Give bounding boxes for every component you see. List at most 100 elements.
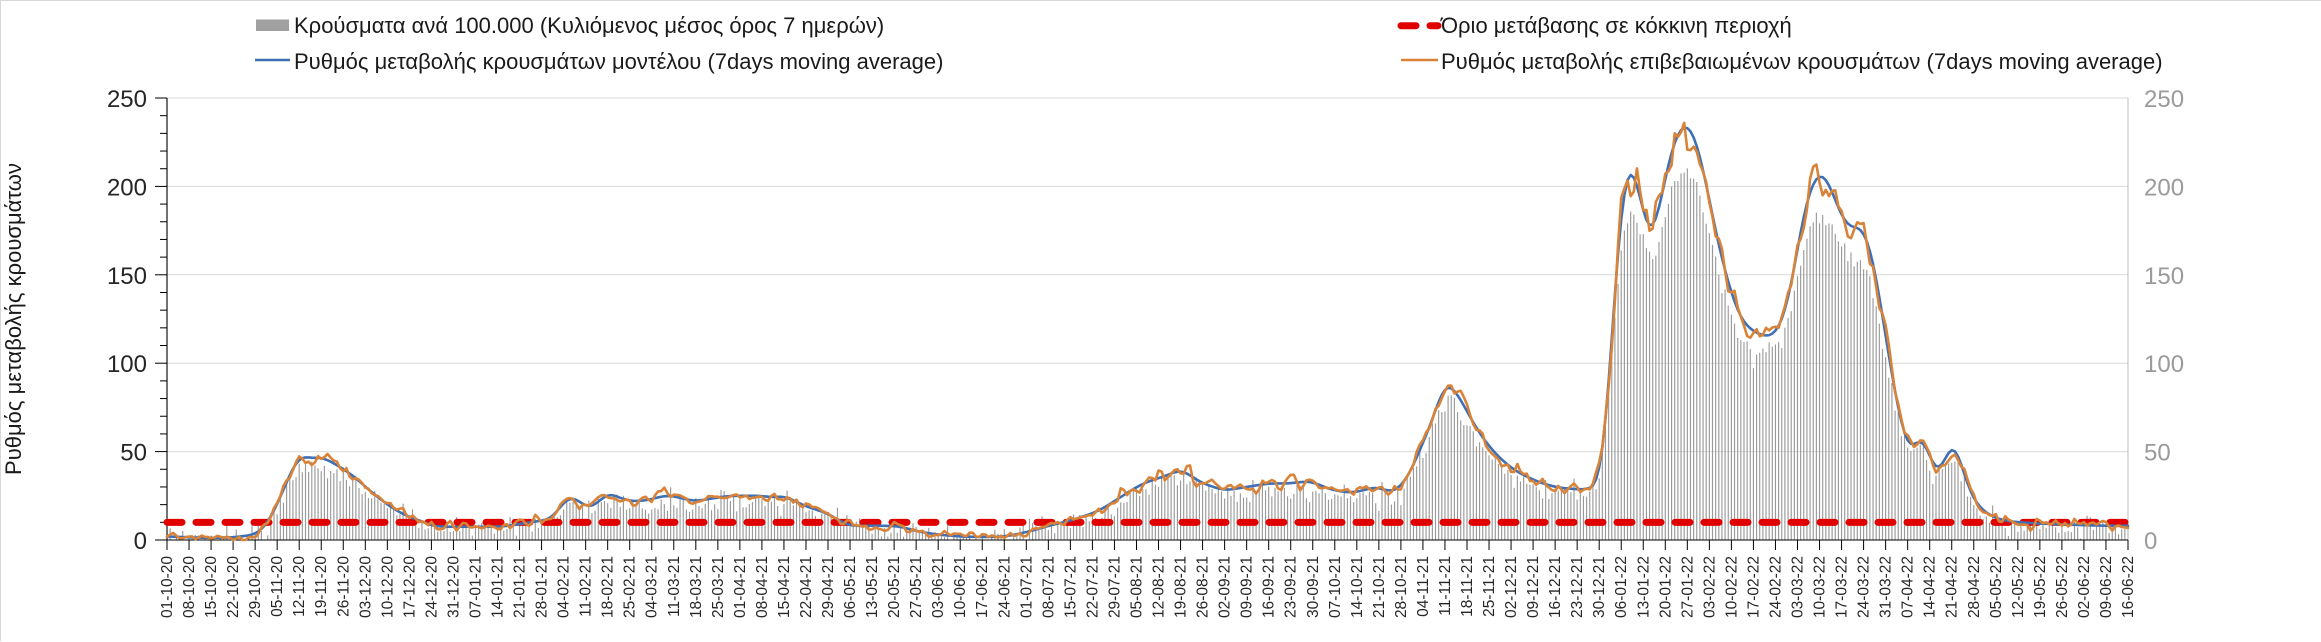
- svg-text:100: 100: [2144, 351, 2184, 378]
- svg-text:04-03-21: 04-03-21: [644, 556, 661, 618]
- svg-text:07-10-21: 07-10-21: [1327, 556, 1344, 618]
- svg-text:Ρυθμός μεταβολής επιβεβαιωμένω: Ρυθμός μεταβολής επιβεβαιωμένων κρουσμάτ…: [1441, 49, 2163, 74]
- svg-text:23-12-21: 23-12-21: [1569, 556, 1586, 618]
- svg-text:24-02-22: 24-02-22: [1767, 556, 1784, 618]
- svg-text:14-04-22: 14-04-22: [1922, 556, 1939, 618]
- svg-text:31-12-20: 31-12-20: [445, 556, 462, 618]
- svg-text:26-05-22: 26-05-22: [2054, 556, 2071, 618]
- svg-text:02-06-22: 02-06-22: [2076, 556, 2093, 618]
- svg-text:50: 50: [120, 440, 147, 467]
- svg-text:03-12-20: 03-12-20: [357, 556, 374, 618]
- svg-text:10-03-22: 10-03-22: [1812, 556, 1829, 618]
- svg-text:17-06-21: 17-06-21: [974, 556, 991, 618]
- svg-text:06-01-22: 06-01-22: [1613, 556, 1630, 618]
- svg-text:100: 100: [107, 351, 147, 378]
- svg-text:17-03-22: 17-03-22: [1834, 556, 1851, 618]
- svg-text:09-06-22: 09-06-22: [2098, 556, 2115, 618]
- svg-text:21-01-21: 21-01-21: [512, 556, 529, 618]
- svg-text:18-02-21: 18-02-21: [600, 556, 617, 618]
- svg-text:05-08-21: 05-08-21: [1128, 556, 1145, 618]
- svg-text:250: 250: [107, 86, 147, 113]
- svg-text:31-03-22: 31-03-22: [1878, 556, 1895, 618]
- svg-text:15-04-21: 15-04-21: [776, 556, 793, 618]
- svg-text:20-01-22: 20-01-22: [1657, 556, 1674, 618]
- svg-text:03-02-22: 03-02-22: [1701, 556, 1718, 618]
- svg-text:Κρούσματα ανά 100.000 (Κυλιόμε: Κρούσματα ανά 100.000 (Κυλιόμενος μέσος …: [294, 13, 884, 38]
- svg-text:01-10-20: 01-10-20: [159, 556, 176, 618]
- svg-text:29-04-21: 29-04-21: [820, 556, 837, 618]
- svg-text:22-07-21: 22-07-21: [1084, 556, 1101, 618]
- svg-text:24-06-21: 24-06-21: [996, 556, 1013, 618]
- svg-text:15-07-21: 15-07-21: [1062, 556, 1079, 618]
- svg-text:19-08-21: 19-08-21: [1173, 556, 1190, 618]
- svg-text:13-05-21: 13-05-21: [864, 556, 881, 618]
- svg-text:21-10-21: 21-10-21: [1371, 556, 1388, 618]
- svg-text:200: 200: [2144, 174, 2184, 201]
- svg-text:02-12-21: 02-12-21: [1503, 556, 1520, 618]
- svg-text:250: 250: [2144, 86, 2184, 113]
- svg-text:08-04-21: 08-04-21: [754, 556, 771, 618]
- svg-text:10-12-20: 10-12-20: [379, 556, 396, 618]
- svg-text:26-08-21: 26-08-21: [1195, 556, 1212, 618]
- svg-text:08-07-21: 08-07-21: [1040, 556, 1057, 618]
- svg-text:Όριο μετάβασης σε κόκκινη περι: Όριο μετάβασης σε κόκκινη περιοχή: [1440, 13, 1792, 38]
- svg-text:01-04-21: 01-04-21: [732, 556, 749, 618]
- svg-text:30-12-21: 30-12-21: [1591, 556, 1608, 618]
- svg-text:06-05-21: 06-05-21: [842, 556, 859, 618]
- svg-text:03-06-21: 03-06-21: [930, 556, 947, 618]
- svg-text:25-02-21: 25-02-21: [622, 556, 639, 618]
- svg-text:18-11-21: 18-11-21: [1459, 556, 1476, 617]
- svg-text:12-05-22: 12-05-22: [2010, 556, 2027, 618]
- svg-text:29-10-20: 29-10-20: [247, 556, 264, 618]
- svg-text:28-10-21: 28-10-21: [1393, 556, 1410, 618]
- svg-text:20-05-21: 20-05-21: [886, 556, 903, 618]
- svg-text:03-03-22: 03-03-22: [1789, 556, 1806, 618]
- svg-text:150: 150: [2144, 263, 2184, 290]
- svg-text:01-07-21: 01-07-21: [1018, 556, 1035, 618]
- svg-text:27-01-22: 27-01-22: [1679, 556, 1696, 618]
- svg-text:12-11-20: 12-11-20: [291, 556, 308, 617]
- svg-text:Ρυθμός μεταβολής κρουσμάτων: Ρυθμός μεταβολής κρουσμάτων: [1, 163, 26, 475]
- svg-text:24-12-20: 24-12-20: [423, 556, 440, 618]
- svg-text:02-09-21: 02-09-21: [1217, 556, 1234, 618]
- svg-text:30-09-21: 30-09-21: [1305, 556, 1322, 618]
- svg-text:22-10-20: 22-10-20: [225, 556, 242, 618]
- svg-text:14-10-21: 14-10-21: [1349, 556, 1366, 618]
- svg-text:09-09-21: 09-09-21: [1239, 556, 1256, 618]
- svg-text:04-11-21: 04-11-21: [1415, 556, 1432, 617]
- svg-text:08-10-20: 08-10-20: [181, 556, 198, 618]
- svg-text:27-05-21: 27-05-21: [908, 556, 925, 618]
- svg-text:17-12-20: 17-12-20: [401, 556, 418, 618]
- svg-text:16-12-21: 16-12-21: [1547, 556, 1564, 618]
- svg-text:19-11-20: 19-11-20: [313, 556, 330, 617]
- svg-text:18-03-21: 18-03-21: [688, 556, 705, 618]
- svg-text:11-11-21: 11-11-21: [1437, 556, 1454, 616]
- svg-text:25-11-21: 25-11-21: [1481, 556, 1498, 617]
- svg-text:16-09-21: 16-09-21: [1261, 556, 1278, 618]
- svg-text:28-01-21: 28-01-21: [534, 556, 551, 618]
- svg-text:24-03-22: 24-03-22: [1856, 556, 1873, 618]
- svg-text:150: 150: [107, 263, 147, 290]
- svg-text:22-04-21: 22-04-21: [798, 556, 815, 618]
- svg-text:13-01-22: 13-01-22: [1635, 556, 1652, 618]
- svg-text:0: 0: [2144, 528, 2157, 555]
- svg-text:14-01-21: 14-01-21: [490, 556, 507, 618]
- svg-text:29-07-21: 29-07-21: [1106, 556, 1123, 618]
- svg-text:25-03-21: 25-03-21: [710, 556, 727, 618]
- svg-text:17-02-22: 17-02-22: [1745, 556, 1762, 618]
- svg-text:200: 200: [107, 174, 147, 201]
- svg-text:05-11-20: 05-11-20: [269, 556, 286, 617]
- svg-text:04-02-21: 04-02-21: [556, 556, 573, 618]
- svg-text:23-09-21: 23-09-21: [1283, 556, 1300, 618]
- svg-text:19-05-22: 19-05-22: [2032, 556, 2049, 618]
- svg-text:12-08-21: 12-08-21: [1151, 556, 1168, 618]
- svg-text:21-04-22: 21-04-22: [1944, 556, 1961, 618]
- svg-text:15-10-20: 15-10-20: [203, 556, 220, 618]
- svg-text:50: 50: [2144, 440, 2171, 467]
- svg-text:28-04-22: 28-04-22: [1966, 556, 1983, 618]
- svg-text:07-04-22: 07-04-22: [1900, 556, 1917, 618]
- svg-text:07-01-21: 07-01-21: [467, 556, 484, 618]
- svg-text:10-06-21: 10-06-21: [952, 556, 969, 618]
- svg-text:26-11-20: 26-11-20: [335, 556, 352, 617]
- svg-text:05-05-22: 05-05-22: [1988, 556, 2005, 618]
